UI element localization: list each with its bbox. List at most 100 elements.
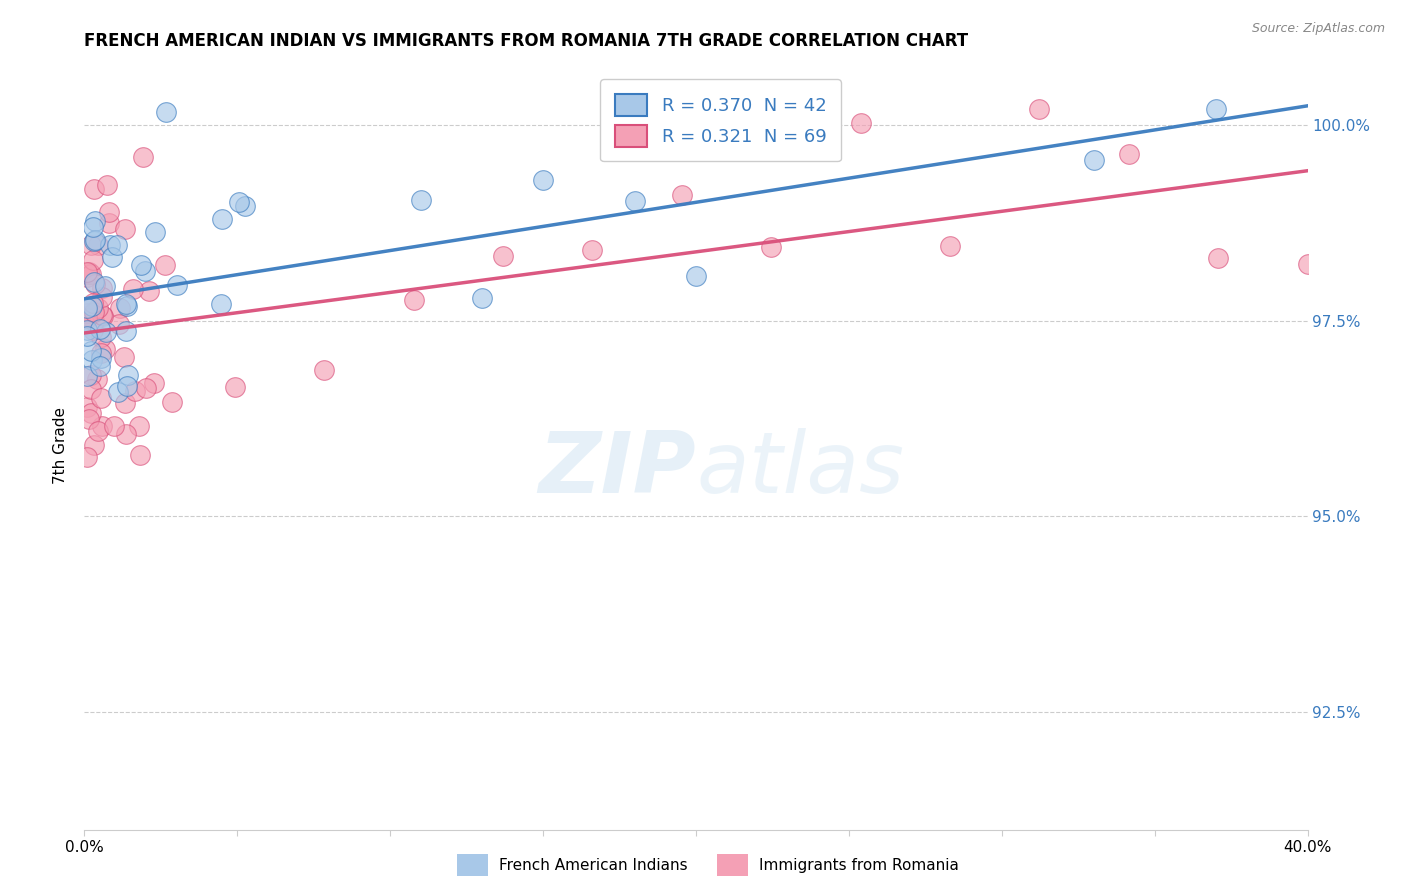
Point bbox=[86, 301, 108, 315]
Point bbox=[83, 233, 105, 247]
Point bbox=[114, 297, 136, 311]
Point bbox=[581, 243, 603, 257]
Point bbox=[76, 270, 98, 285]
Point bbox=[96, 178, 118, 192]
Point bbox=[80, 344, 103, 359]
Point bbox=[531, 173, 554, 187]
Point bbox=[117, 378, 139, 392]
Point bbox=[671, 188, 693, 202]
Point bbox=[233, 199, 256, 213]
Point bbox=[79, 382, 101, 396]
Point bbox=[121, 282, 143, 296]
Point bbox=[849, 116, 872, 130]
Point bbox=[224, 380, 246, 394]
Point bbox=[83, 438, 105, 452]
Point bbox=[211, 211, 233, 226]
Point bbox=[101, 250, 124, 264]
Point bbox=[685, 269, 707, 284]
Point bbox=[80, 368, 103, 382]
Point bbox=[108, 317, 131, 331]
Point bbox=[90, 308, 112, 322]
Point bbox=[76, 450, 98, 465]
Point bbox=[82, 220, 104, 235]
Text: Immigrants from Romania: Immigrants from Romania bbox=[759, 858, 959, 872]
Point bbox=[129, 258, 152, 272]
Point bbox=[103, 418, 125, 433]
Point bbox=[624, 194, 647, 209]
Point bbox=[115, 427, 138, 442]
Point bbox=[90, 330, 112, 344]
Point bbox=[76, 323, 98, 337]
Point bbox=[94, 325, 117, 339]
Point bbox=[209, 297, 232, 311]
Point bbox=[131, 151, 153, 165]
Point bbox=[83, 275, 105, 289]
Point bbox=[314, 362, 336, 376]
Point bbox=[110, 301, 132, 316]
Point bbox=[90, 392, 112, 406]
Point bbox=[80, 237, 103, 252]
Point bbox=[138, 284, 160, 298]
Point bbox=[89, 322, 111, 336]
Point bbox=[91, 309, 114, 323]
Point bbox=[83, 314, 105, 328]
Point bbox=[1118, 146, 1140, 161]
Point bbox=[76, 267, 98, 281]
Point bbox=[1205, 103, 1227, 117]
Point bbox=[82, 323, 104, 337]
Point bbox=[86, 372, 108, 386]
Point bbox=[124, 384, 146, 399]
Point bbox=[87, 425, 110, 439]
Point bbox=[107, 384, 129, 399]
Point bbox=[471, 291, 494, 305]
Point bbox=[117, 368, 139, 383]
Point bbox=[128, 418, 150, 433]
FancyBboxPatch shape bbox=[450, 848, 496, 881]
Point bbox=[76, 310, 98, 325]
Point bbox=[87, 238, 110, 252]
Point bbox=[1296, 257, 1319, 271]
Point bbox=[76, 329, 98, 343]
Point bbox=[76, 369, 98, 384]
Point bbox=[939, 239, 962, 253]
Point bbox=[1083, 153, 1105, 167]
Point bbox=[82, 353, 104, 368]
Point bbox=[135, 381, 157, 395]
Point bbox=[90, 351, 112, 365]
Text: French American Indians: French American Indians bbox=[499, 858, 688, 872]
Point bbox=[93, 342, 115, 356]
Point bbox=[1206, 252, 1229, 266]
Point bbox=[82, 296, 104, 310]
Point bbox=[492, 249, 515, 263]
Point bbox=[76, 265, 98, 279]
Point bbox=[76, 301, 98, 315]
Point bbox=[1028, 103, 1050, 117]
Point bbox=[228, 194, 250, 209]
Point bbox=[143, 376, 166, 391]
Point bbox=[155, 104, 177, 119]
Text: atlas: atlas bbox=[696, 427, 904, 510]
Point bbox=[94, 279, 117, 293]
Y-axis label: 7th Grade: 7th Grade bbox=[53, 408, 69, 484]
Point bbox=[90, 346, 112, 360]
Text: ZIP: ZIP bbox=[538, 427, 696, 510]
Point bbox=[83, 305, 105, 319]
Point bbox=[80, 268, 103, 282]
Legend: R = 0.370  N = 42, R = 0.321  N = 69: R = 0.370 N = 42, R = 0.321 N = 69 bbox=[600, 79, 841, 161]
Point bbox=[82, 252, 104, 267]
Point bbox=[160, 394, 183, 409]
Point bbox=[128, 448, 150, 462]
Point bbox=[91, 290, 114, 304]
Point bbox=[76, 309, 98, 323]
Point bbox=[77, 412, 100, 426]
FancyBboxPatch shape bbox=[710, 848, 756, 881]
Point bbox=[115, 299, 138, 313]
Point bbox=[76, 401, 98, 415]
Point bbox=[84, 214, 107, 228]
Point bbox=[402, 293, 425, 308]
Point bbox=[83, 182, 105, 196]
Point bbox=[115, 324, 138, 338]
Point bbox=[761, 240, 783, 254]
Point bbox=[143, 225, 166, 239]
Point bbox=[91, 418, 114, 433]
